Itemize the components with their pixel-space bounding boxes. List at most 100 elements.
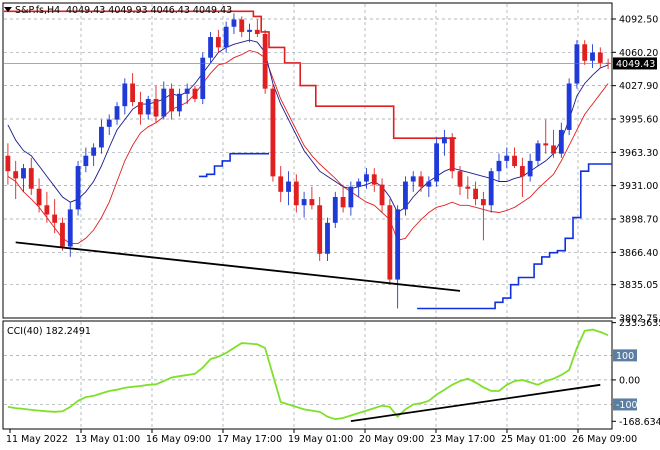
- symbol-dropdown-icon[interactable]: [4, 7, 12, 12]
- cci-tick-label: 233.3635: [619, 318, 660, 329]
- cci-level-badge: [613, 398, 637, 411]
- candle-body: [262, 33, 268, 89]
- candle-body: [325, 222, 330, 254]
- cci-tick-label: -168.6347: [619, 417, 660, 428]
- candle-body: [239, 19, 245, 32]
- candle-body: [13, 171, 19, 179]
- candle-body: [473, 188, 479, 200]
- candle-body: [200, 57, 206, 99]
- candle-body: [426, 181, 432, 187]
- candle-body: [52, 214, 58, 223]
- time-axis: 11 May 2022 13 May 01:00 16 May 09:00 17 Ma…: [6, 429, 637, 445]
- price-tick-label: 3898.70: [619, 214, 658, 225]
- candle-body: [457, 171, 463, 187]
- candle-body: [21, 168, 26, 179]
- slow-ma-series: [7, 50, 609, 244]
- candle-body: [418, 176, 424, 187]
- candle-body: [301, 199, 307, 206]
- candle-body: [574, 44, 580, 84]
- candle-body: [496, 160, 502, 172]
- candle-body: [215, 37, 221, 48]
- time-tick-label: 13 May 01:00: [75, 434, 140, 445]
- time-tick-label: 20 May 09:00: [359, 434, 424, 445]
- time-tick-label: 17 May 17:00: [217, 434, 282, 445]
- symbol-label: S&P.fs,H4: [15, 5, 60, 16]
- cci-level-badge: [613, 349, 637, 362]
- cci-axis: 233.3635 100 0.00 -100 -168.6347: [612, 318, 660, 428]
- cci-tick-label: -100: [616, 400, 638, 411]
- price-tick-label: 3931.00: [619, 181, 658, 192]
- candle-body: [137, 102, 143, 115]
- price-trendline: [15, 241, 461, 292]
- fast-ma-series: [7, 39, 609, 214]
- stop-level-red-series: [4, 10, 457, 139]
- candle-body: [278, 176, 284, 192]
- candle-body: [364, 174, 369, 182]
- candle-body: [551, 145, 556, 154]
- candle-body: [270, 88, 276, 177]
- candle-body: [535, 143, 541, 161]
- last-price-label: 4049.43: [616, 59, 655, 70]
- candle-body: [192, 88, 198, 99]
- candle-body: [60, 222, 65, 247]
- candle-body: [286, 181, 291, 192]
- price-tick-label: 4027.90: [619, 81, 658, 92]
- price-tick-label: 4092.50: [619, 14, 658, 25]
- candle-body: [231, 19, 237, 27]
- candle-body: [208, 37, 213, 58]
- candle-body: [441, 137, 447, 144]
- candle-body: [145, 98, 151, 115]
- candle-body: [153, 98, 159, 117]
- candle-body: [465, 186, 471, 189]
- candle-body: [488, 171, 494, 206]
- candle-body: [356, 181, 362, 187]
- candle-body: [558, 129, 564, 154]
- candle-body: [75, 166, 81, 210]
- candle-body: [176, 93, 182, 112]
- candle-body: [340, 197, 346, 208]
- time-tick-label: 11 May 2022: [6, 434, 68, 445]
- price-tick-label: 3963.30: [619, 148, 658, 159]
- candle-body: [387, 205, 393, 280]
- candle-body: [91, 147, 97, 156]
- candle-body: [410, 176, 416, 182]
- candle-body: [582, 44, 588, 61]
- time-tick-label: 25 May 01:00: [501, 434, 566, 445]
- candle-body: [44, 205, 50, 215]
- candle-body: [161, 88, 167, 117]
- candle-body: [254, 29, 260, 34]
- candle-body: [122, 83, 128, 107]
- candle-body: [395, 209, 401, 280]
- candle-body: [597, 52, 603, 63]
- candle-body: [184, 88, 190, 94]
- plot-layer: [4, 10, 612, 423]
- candle-body: [67, 209, 73, 247]
- price-tick-label: 4060.20: [619, 48, 658, 59]
- cci-label: CCI(40) 182.2491: [7, 326, 91, 337]
- cci-tick-label: 100: [616, 351, 634, 362]
- candle-body: [434, 143, 440, 182]
- time-tick-label: 19 May 01:00: [288, 434, 353, 445]
- candle-body: [5, 155, 11, 172]
- candle-body: [512, 155, 517, 167]
- candle-body: [566, 83, 572, 130]
- candle-body: [379, 184, 385, 206]
- price-tick-label: 3866.40: [619, 248, 658, 259]
- candle-body: [247, 29, 252, 32]
- candle-body: [106, 119, 112, 127]
- price-tick-label: 3835.05: [619, 280, 658, 291]
- candle-body: [504, 155, 510, 161]
- cci-panel-frame: [2, 320, 613, 430]
- cci-trendline: [350, 383, 601, 423]
- last-price-badge: [613, 57, 657, 70]
- candle-body: [519, 166, 525, 177]
- candle-body: [83, 155, 89, 167]
- candle-body: [527, 160, 533, 177]
- candle-body: [223, 26, 229, 48]
- stop-level-blue-series: [198, 152, 612, 310]
- candle-body: [332, 197, 338, 223]
- candle-body: [309, 199, 315, 206]
- candle-body: [449, 137, 455, 172]
